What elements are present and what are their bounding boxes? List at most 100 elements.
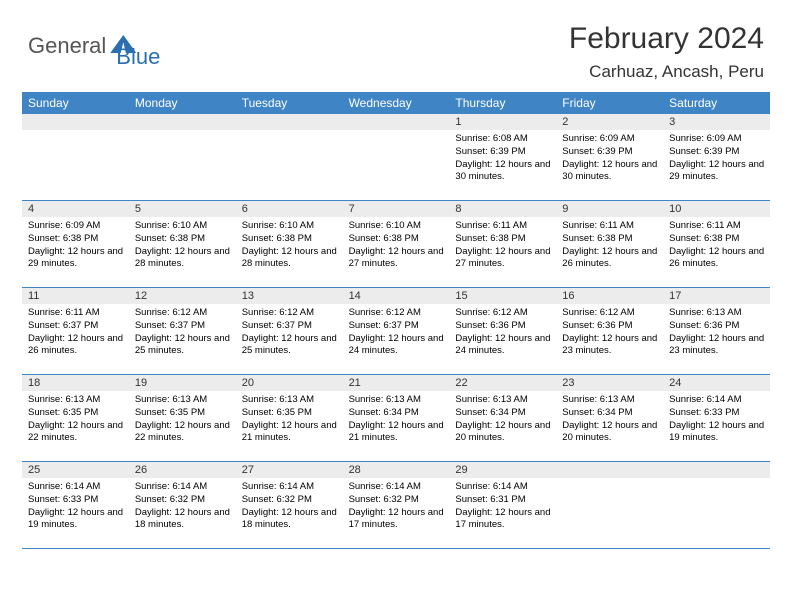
day-cell: 19Sunrise: 6:13 AMSunset: 6:35 PMDayligh… bbox=[129, 375, 236, 461]
daylight-text: Daylight: 12 hours and 29 minutes. bbox=[28, 246, 125, 272]
day-body: Sunrise: 6:10 AMSunset: 6:38 PMDaylight:… bbox=[343, 217, 450, 275]
day-number: 20 bbox=[236, 377, 254, 389]
daylight-text: Daylight: 12 hours and 30 minutes. bbox=[455, 159, 552, 185]
calendar: Sunday Monday Tuesday Wednesday Thursday… bbox=[0, 92, 792, 549]
sunrise-text: Sunrise: 6:10 AM bbox=[242, 220, 339, 233]
daylight-text: Daylight: 12 hours and 19 minutes. bbox=[28, 507, 125, 533]
day-number-row: 12 bbox=[129, 288, 236, 304]
sunrise-text: Sunrise: 6:13 AM bbox=[349, 394, 446, 407]
sunrise-text: Sunrise: 6:13 AM bbox=[135, 394, 232, 407]
header: General Blue February 2024 Carhuaz, Anca… bbox=[0, 0, 792, 92]
day-cell: 12Sunrise: 6:12 AMSunset: 6:37 PMDayligh… bbox=[129, 288, 236, 374]
daylight-text: Daylight: 12 hours and 17 minutes. bbox=[455, 507, 552, 533]
day-number: 29 bbox=[449, 464, 467, 476]
sunset-text: Sunset: 6:38 PM bbox=[135, 233, 232, 246]
daylight-text: Daylight: 12 hours and 17 minutes. bbox=[349, 507, 446, 533]
daylight-text: Daylight: 12 hours and 27 minutes. bbox=[349, 246, 446, 272]
daylight-text: Daylight: 12 hours and 25 minutes. bbox=[242, 333, 339, 359]
day-body: Sunrise: 6:14 AMSunset: 6:32 PMDaylight:… bbox=[236, 478, 343, 536]
day-number: 9 bbox=[556, 203, 568, 215]
day-number-row bbox=[129, 114, 236, 130]
sunset-text: Sunset: 6:39 PM bbox=[562, 146, 659, 159]
sunset-text: Sunset: 6:39 PM bbox=[669, 146, 766, 159]
day-cell: 11Sunrise: 6:11 AMSunset: 6:37 PMDayligh… bbox=[22, 288, 129, 374]
sunset-text: Sunset: 6:38 PM bbox=[349, 233, 446, 246]
day-body: Sunrise: 6:11 AMSunset: 6:38 PMDaylight:… bbox=[449, 217, 556, 275]
sunrise-text: Sunrise: 6:09 AM bbox=[669, 133, 766, 146]
sunrise-text: Sunrise: 6:08 AM bbox=[455, 133, 552, 146]
day-cell: 17Sunrise: 6:13 AMSunset: 6:36 PMDayligh… bbox=[663, 288, 770, 374]
day-number: 3 bbox=[663, 116, 675, 128]
sunset-text: Sunset: 6:37 PM bbox=[135, 320, 232, 333]
day-number: 23 bbox=[556, 377, 574, 389]
day-body: Sunrise: 6:11 AMSunset: 6:38 PMDaylight:… bbox=[663, 217, 770, 275]
daylight-text: Daylight: 12 hours and 24 minutes. bbox=[455, 333, 552, 359]
weekday-header: Thursday bbox=[449, 96, 556, 110]
day-cell: 5Sunrise: 6:10 AMSunset: 6:38 PMDaylight… bbox=[129, 201, 236, 287]
day-cell: 29 Sunrise: 6:14 AMSunset: 6:31 PMDayligh… bbox=[449, 462, 556, 548]
day-cell: 21Sunrise: 6:13 AMSunset: 6:34 PMDayligh… bbox=[343, 375, 450, 461]
day-body: Sunrise: 6:12 AMSunset: 6:37 PMDaylight:… bbox=[129, 304, 236, 362]
day-body: Sunrise: 6:14 AMSunset: 6:31 PMDaylight:… bbox=[449, 478, 556, 536]
day-cell: 15Sunrise: 6:12 AMSunset: 6:36 PMDayligh… bbox=[449, 288, 556, 374]
location-text: Carhuaz, Ancash, Peru bbox=[569, 62, 764, 82]
day-number-row: 23 bbox=[556, 375, 663, 391]
day-body: Sunrise: 6:12 AMSunset: 6:37 PMDaylight:… bbox=[343, 304, 450, 362]
sunset-text: Sunset: 6:34 PM bbox=[349, 407, 446, 420]
day-number: 7 bbox=[343, 203, 355, 215]
sunrise-text: Sunrise: 6:13 AM bbox=[562, 394, 659, 407]
sunrise-text: Sunrise: 6:13 AM bbox=[28, 394, 125, 407]
day-body bbox=[343, 130, 450, 200]
day-number-row: 7 bbox=[343, 201, 450, 217]
day-body: Sunrise: 6:13 AMSunset: 6:34 PMDaylight:… bbox=[449, 391, 556, 449]
day-number: 2 bbox=[556, 116, 568, 128]
weekday-header: Friday bbox=[556, 96, 663, 110]
day-body bbox=[129, 130, 236, 200]
sunrise-text: Sunrise: 6:13 AM bbox=[242, 394, 339, 407]
sunset-text: Sunset: 6:31 PM bbox=[455, 494, 552, 507]
daylight-text: Daylight: 12 hours and 28 minutes. bbox=[135, 246, 232, 272]
day-number: 22 bbox=[449, 377, 467, 389]
sunset-text: Sunset: 6:36 PM bbox=[669, 320, 766, 333]
day-body: Sunrise: 6:14 AMSunset: 6:33 PMDaylight:… bbox=[663, 391, 770, 449]
day-number-row: 16 bbox=[556, 288, 663, 304]
week-row: 25Sunrise: 6:14 AMSunset: 6:33 PMDayligh… bbox=[22, 462, 770, 549]
daylight-text: Daylight: 12 hours and 18 minutes. bbox=[242, 507, 339, 533]
day-number-row: 13 bbox=[236, 288, 343, 304]
daylight-text: Daylight: 12 hours and 28 minutes. bbox=[242, 246, 339, 272]
day-cell: 27Sunrise: 6:14 AMSunset: 6:32 PMDayligh… bbox=[236, 462, 343, 548]
day-cell: 24Sunrise: 6:14 AMSunset: 6:33 PMDayligh… bbox=[663, 375, 770, 461]
day-body: Sunrise: 6:13 AMSunset: 6:36 PMDaylight:… bbox=[663, 304, 770, 362]
day-number-row: 8 bbox=[449, 201, 556, 217]
day-cell: 10Sunrise: 6:11 AMSunset: 6:38 PMDayligh… bbox=[663, 201, 770, 287]
weekday-header: Saturday bbox=[663, 96, 770, 110]
day-number: 4 bbox=[22, 203, 34, 215]
day-cell: 22 Sunrise: 6:13 AMSunset: 6:34 PMDayligh… bbox=[449, 375, 556, 461]
sunrise-text: Sunrise: 6:13 AM bbox=[455, 394, 552, 407]
sunrise-text: Sunrise: 6:09 AM bbox=[28, 220, 125, 233]
day-body: Sunrise: 6:09 AMSunset: 6:39 PMDaylight:… bbox=[663, 130, 770, 188]
day-cell: 9 Sunrise: 6:11 AMSunset: 6:38 PMDaylight… bbox=[556, 201, 663, 287]
day-number: 19 bbox=[129, 377, 147, 389]
sunrise-text: Sunrise: 6:12 AM bbox=[242, 307, 339, 320]
day-body: Sunrise: 6:11 AMSunset: 6:38 PMDaylight:… bbox=[556, 217, 663, 275]
logo-word-blue: Blue bbox=[116, 44, 160, 70]
day-number-row: 11 bbox=[22, 288, 129, 304]
day-number-row: 15 bbox=[449, 288, 556, 304]
day-number-row: 18 bbox=[22, 375, 129, 391]
sunset-text: Sunset: 6:35 PM bbox=[135, 407, 232, 420]
day-body: Sunrise: 6:13 AMSunset: 6:34 PMDaylight:… bbox=[556, 391, 663, 449]
day-number-row bbox=[663, 462, 770, 478]
sunset-text: Sunset: 6:32 PM bbox=[242, 494, 339, 507]
sunset-text: Sunset: 6:32 PM bbox=[135, 494, 232, 507]
day-body bbox=[556, 478, 663, 548]
day-number-row bbox=[556, 462, 663, 478]
sunset-text: Sunset: 6:35 PM bbox=[242, 407, 339, 420]
day-number: 18 bbox=[22, 377, 40, 389]
day-body: Sunrise: 6:09 AMSunset: 6:39 PMDaylight:… bbox=[556, 130, 663, 188]
day-cell: 2 Sunrise: 6:09 AMSunset: 6:39 PMDaylight… bbox=[556, 114, 663, 200]
day-number: 6 bbox=[236, 203, 248, 215]
day-number-row: 4 bbox=[22, 201, 129, 217]
weekday-header: Sunday bbox=[22, 96, 129, 110]
daylight-text: Daylight: 12 hours and 19 minutes. bbox=[669, 420, 766, 446]
